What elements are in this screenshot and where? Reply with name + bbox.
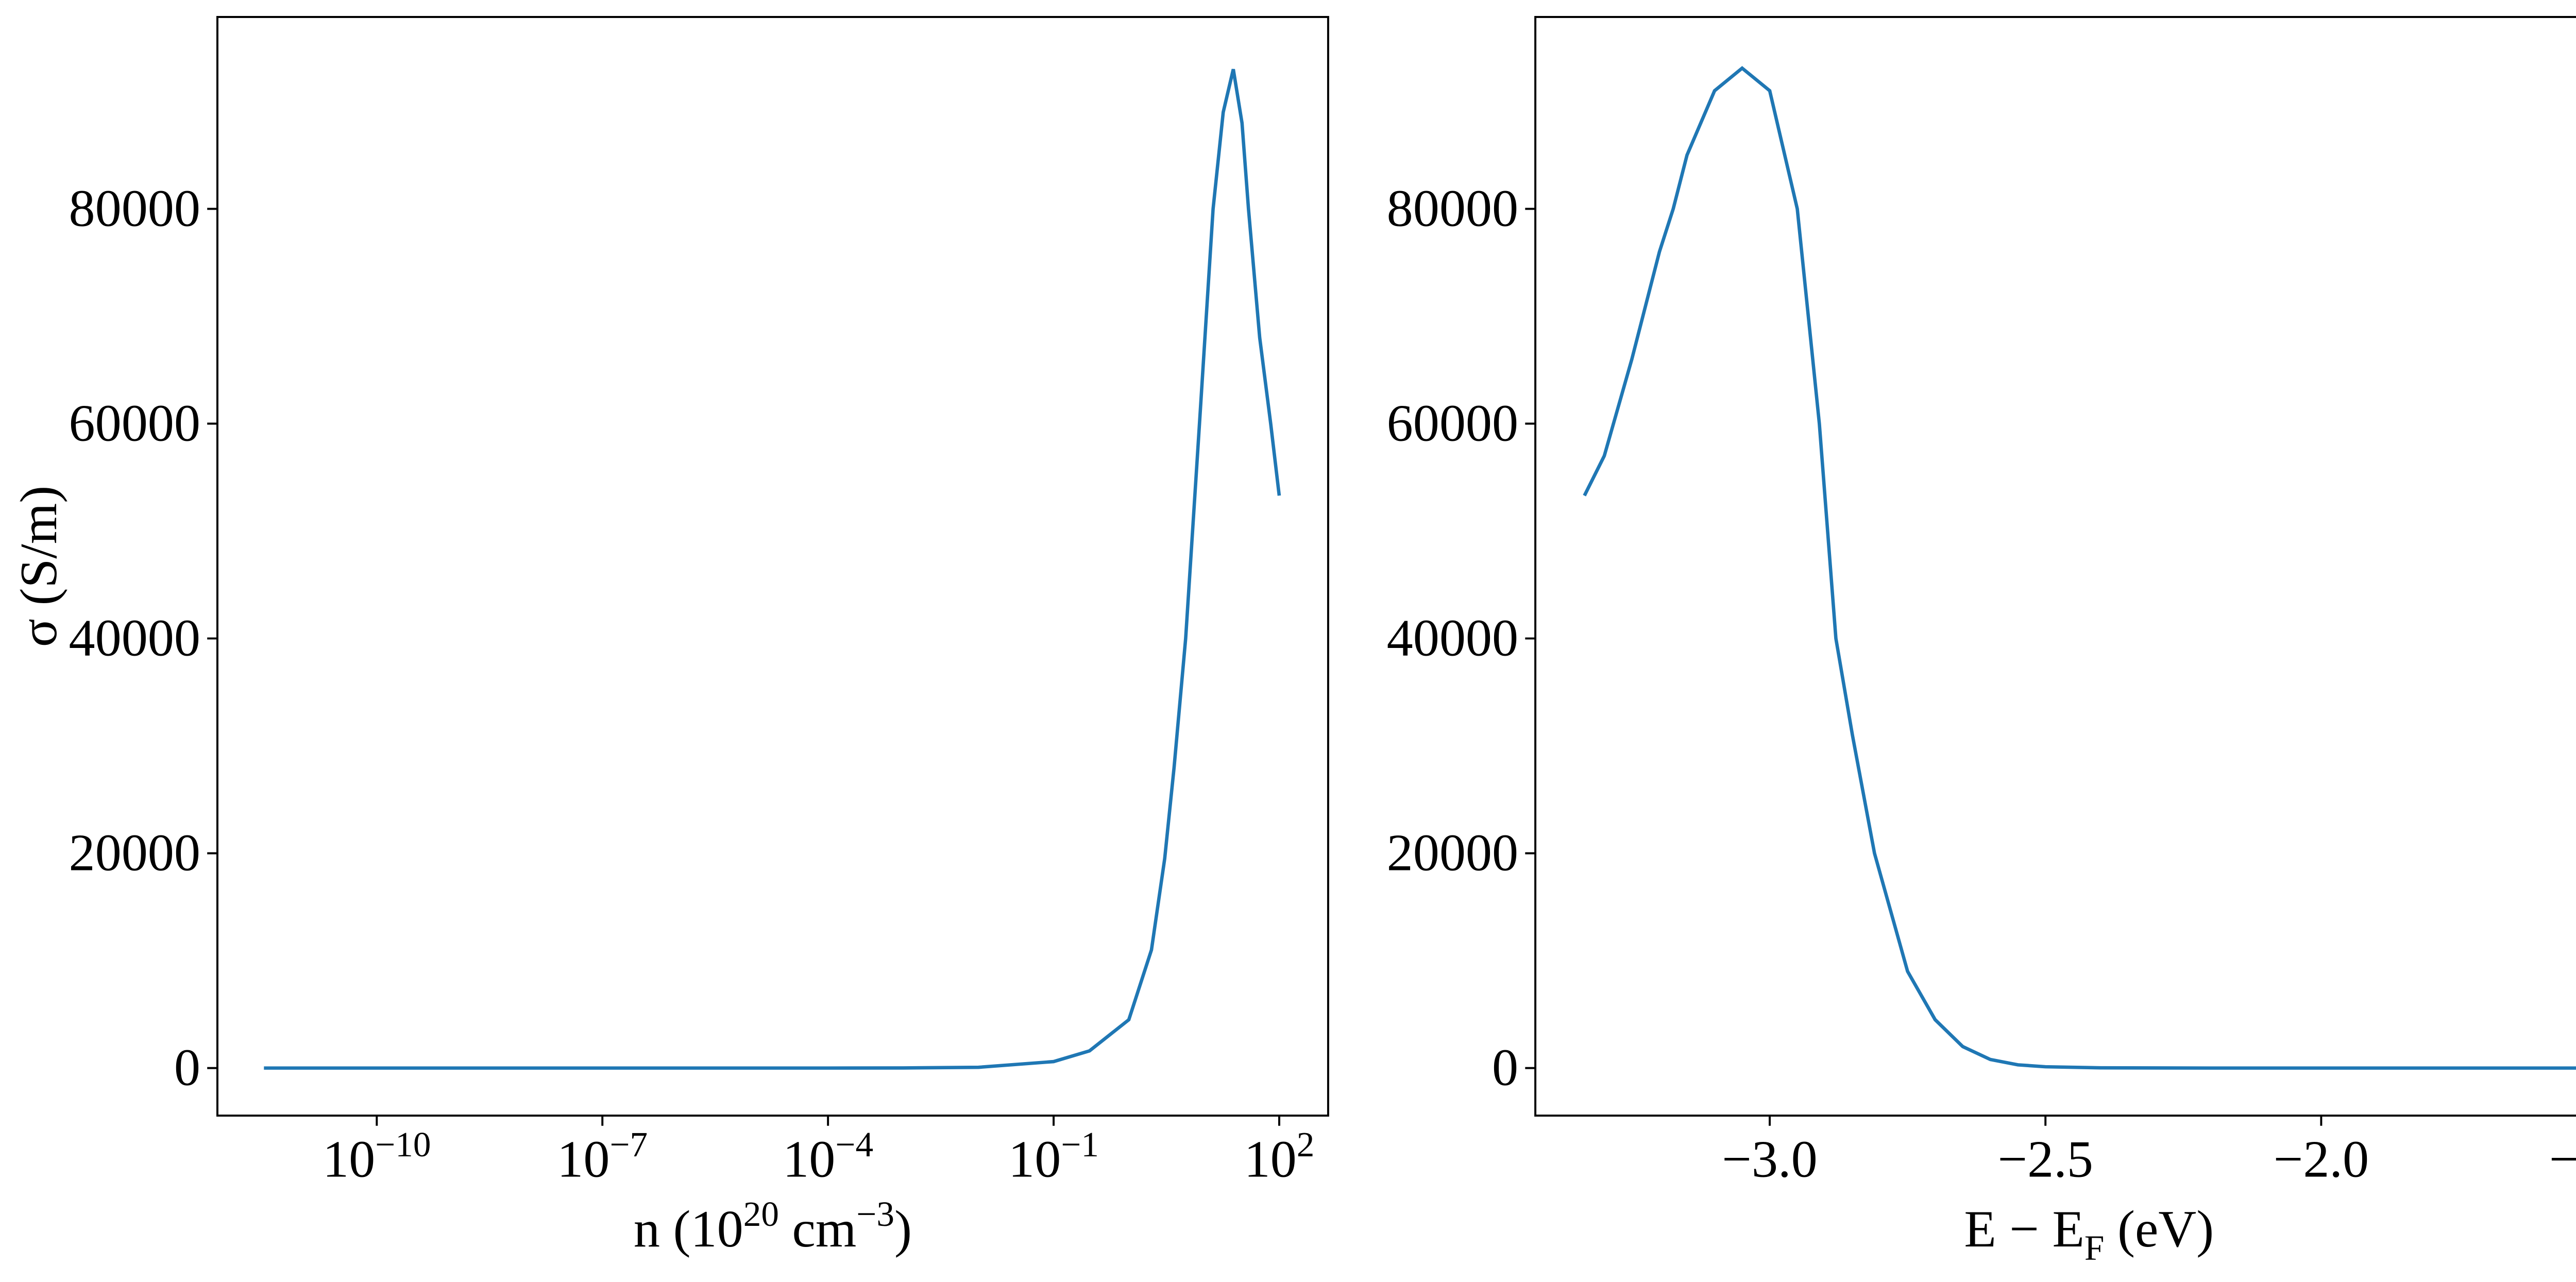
y-tick-label: 0 (174, 1039, 200, 1097)
x-tick-label: −1.5 (2549, 1131, 2576, 1189)
y-tick-label: 0 (1492, 1039, 1518, 1097)
plot-frame (216, 15, 1329, 1117)
y-tick-label: 80000 (1387, 179, 1518, 237)
y-tick-label: 40000 (69, 609, 200, 668)
y-tick-label: 20000 (1387, 824, 1518, 882)
x-axis-label: n (1020​ cm−3​) (634, 1194, 912, 1258)
x-tick-label: 102​ (1244, 1124, 1315, 1189)
x-tick-label: 10−1​ (1008, 1124, 1099, 1189)
y-tick-label: 60000 (69, 394, 200, 452)
data-line (264, 69, 1281, 1070)
x-tick-label: −3.0 (1722, 1131, 1817, 1189)
plot-frame (1534, 15, 2576, 1117)
y-tick-label: 20000 (69, 824, 200, 882)
y-tick-label: 80000 (69, 179, 200, 237)
x-tick-label: −2.0 (2274, 1131, 2369, 1189)
x-tick-label: 10−4​ (783, 1124, 873, 1189)
x-tick-label: −2.5 (1998, 1131, 2093, 1189)
y-tick-label: 40000 (1387, 609, 1518, 668)
y-tick-label: 60000 (1387, 394, 1518, 452)
y-axis-label: σ (S/m) (10, 486, 68, 647)
x-tick-label: 10−10​ (323, 1124, 431, 1189)
x-axis-label: E − EF​ (eV) (1964, 1200, 2214, 1268)
data-line (1583, 66, 2576, 1070)
x-tick-label: 10−7​ (557, 1124, 648, 1189)
